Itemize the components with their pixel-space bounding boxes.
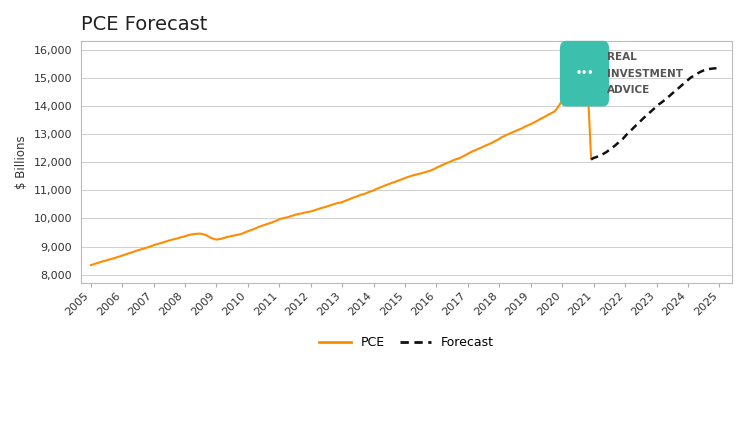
FancyBboxPatch shape bbox=[560, 41, 610, 107]
Text: INVESTMENT: INVESTMENT bbox=[607, 69, 684, 79]
Y-axis label: $ Billions: $ Billions bbox=[15, 136, 28, 189]
Text: ADVICE: ADVICE bbox=[607, 85, 651, 95]
Legend: PCE, Forecast: PCE, Forecast bbox=[314, 331, 499, 354]
Text: PCE Forecast: PCE Forecast bbox=[81, 15, 208, 34]
Text: •••: ••• bbox=[575, 68, 594, 77]
Text: REAL: REAL bbox=[607, 52, 637, 62]
